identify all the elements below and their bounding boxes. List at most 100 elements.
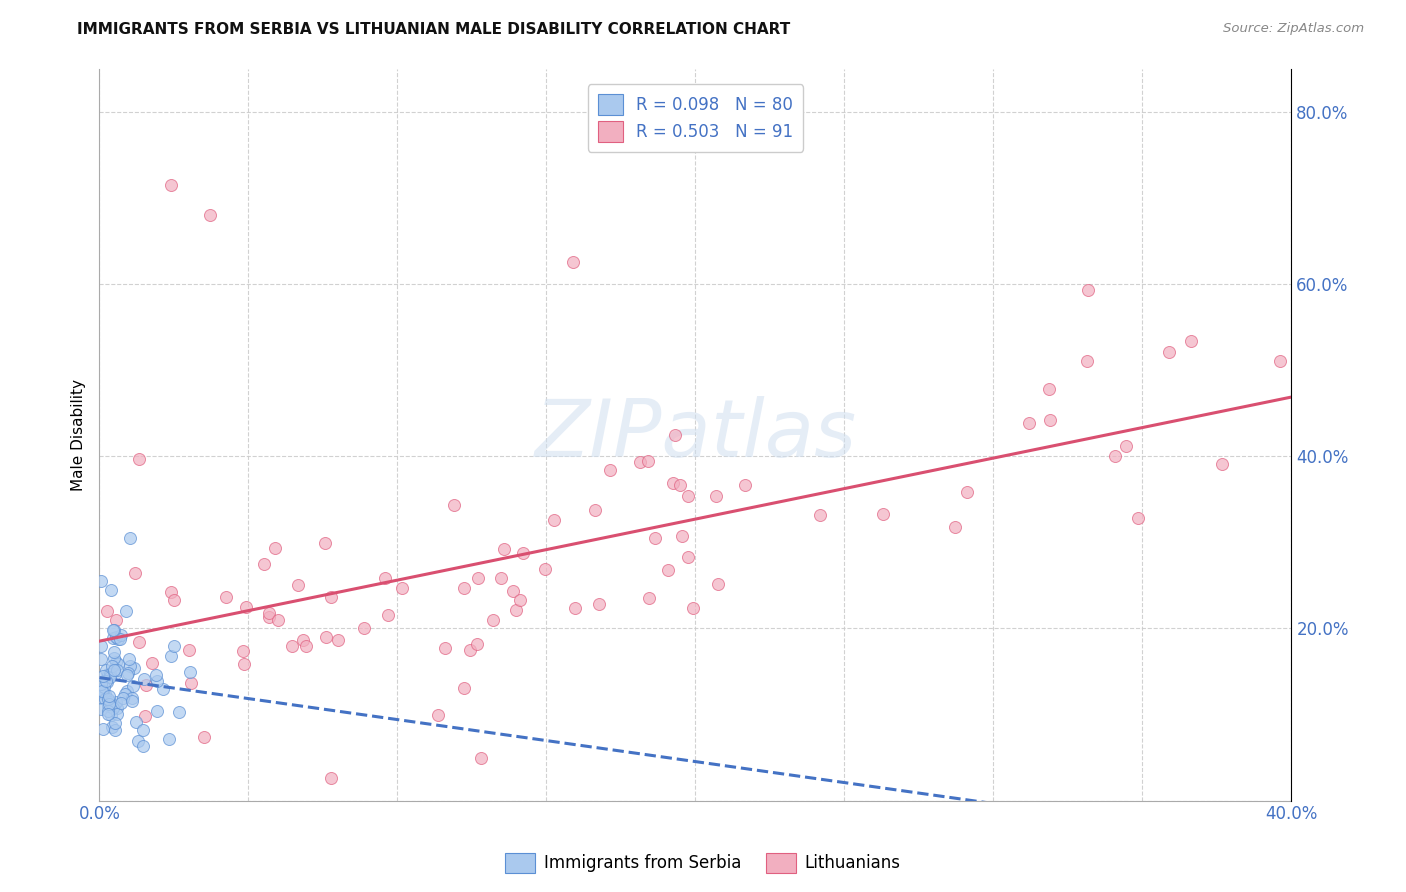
Point: [94, 663, 117, 677]
Point: [266, 613, 288, 627]
Point: [90, 677, 112, 691]
Point: [120, 531, 142, 545]
Point: [135, 678, 157, 692]
Point: [160, 585, 183, 599]
Point: [505, 603, 527, 617]
Point: [117, 665, 139, 680]
Point: [458, 643, 481, 657]
Point: [107, 657, 129, 671]
Point: [637, 591, 659, 605]
Point: [1038, 382, 1060, 396]
Point: [808, 508, 831, 522]
Point: [1211, 457, 1233, 471]
Point: [180, 675, 202, 690]
Point: [628, 455, 651, 469]
Point: [107, 632, 129, 646]
Point: [91, 722, 114, 736]
Point: [295, 639, 318, 653]
Point: [114, 604, 136, 618]
Point: [257, 606, 280, 620]
Point: [1104, 450, 1126, 464]
Point: [583, 503, 606, 517]
Point: [145, 704, 167, 718]
Point: [101, 701, 124, 715]
Point: [101, 659, 124, 673]
Point: [1268, 354, 1291, 368]
Point: [872, 507, 894, 521]
Point: [1128, 511, 1150, 525]
Point: [637, 453, 659, 467]
Point: [1157, 345, 1180, 359]
Point: [1039, 413, 1062, 427]
Point: [100, 582, 122, 597]
Point: [118, 652, 141, 666]
Point: [467, 571, 489, 585]
Point: [145, 673, 167, 688]
Point: [105, 663, 128, 677]
Point: [434, 641, 457, 656]
Point: [105, 613, 128, 627]
Point: [96, 666, 118, 681]
Point: [494, 541, 516, 556]
Point: [127, 734, 149, 748]
Point: [319, 771, 342, 785]
Point: [678, 489, 700, 503]
Point: [115, 668, 138, 682]
Point: [353, 621, 375, 635]
Point: [374, 571, 396, 585]
Point: [257, 609, 280, 624]
Point: [482, 613, 505, 627]
Point: [134, 673, 156, 687]
Point: [98, 695, 121, 709]
Point: [97, 707, 120, 722]
Point: [465, 637, 488, 651]
Point: [543, 513, 565, 527]
Point: [253, 557, 276, 571]
Point: [121, 691, 143, 706]
Point: [314, 535, 336, 549]
Point: [101, 720, 124, 734]
Point: [443, 498, 465, 512]
Point: [90, 683, 112, 698]
Point: [103, 663, 125, 677]
Point: [97, 704, 120, 718]
Point: [103, 651, 125, 665]
Point: [215, 591, 238, 605]
Point: [489, 571, 512, 585]
Point: [93, 680, 115, 694]
Point: [671, 529, 693, 543]
Point: [104, 667, 127, 681]
Point: [657, 563, 679, 577]
Point: [98, 667, 121, 681]
Point: [105, 630, 128, 644]
Point: [104, 695, 127, 709]
Point: [377, 607, 399, 622]
Point: [152, 682, 174, 697]
Point: [682, 600, 704, 615]
Point: [103, 698, 125, 713]
Point: [97, 692, 120, 706]
Point: [103, 624, 125, 638]
Point: [118, 658, 141, 673]
Point: [145, 667, 167, 681]
Point: [100, 670, 122, 684]
Point: [160, 178, 183, 192]
Point: [132, 723, 155, 737]
Point: [128, 451, 150, 466]
Point: [128, 635, 150, 649]
Point: [91, 683, 114, 698]
Point: [134, 709, 156, 723]
Point: [110, 628, 132, 642]
Point: [512, 546, 534, 560]
Text: Source: ZipAtlas.com: Source: ZipAtlas.com: [1223, 22, 1364, 36]
Legend: Immigrants from Serbia, Lithuanians: Immigrants from Serbia, Lithuanians: [499, 847, 907, 880]
Point: [90, 652, 112, 666]
Point: [326, 633, 349, 648]
Point: [956, 485, 979, 500]
Point: [943, 520, 966, 534]
Point: [101, 623, 124, 637]
Point: [98, 697, 121, 711]
Point: [105, 701, 128, 715]
Point: [315, 630, 337, 644]
Point: [533, 562, 555, 576]
